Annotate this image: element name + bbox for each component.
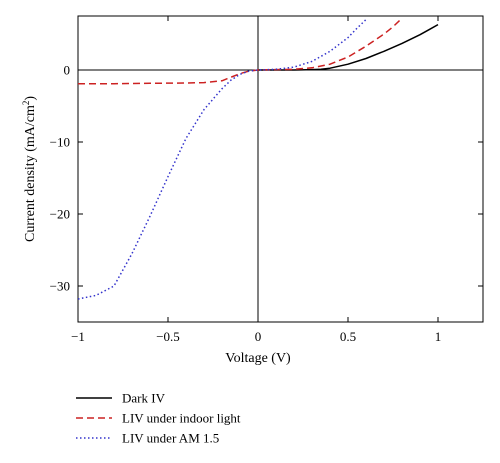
legend-label-liv-under-indoor-light: LIV under indoor light	[122, 411, 241, 426]
series-line-dark-iv	[258, 23, 439, 71]
x-tick-label: −0.5	[156, 329, 180, 344]
axis-ticks	[77, 16, 483, 322]
y-axis-label-main: Current density (mA/cm	[23, 105, 38, 242]
legend: Dark IV LIV under indoor light LIV under A…	[76, 391, 241, 446]
axis-tick-labels: −1 −0.5 0 0.5 1 0 −10 −20 −30	[50, 63, 442, 345]
y-tick-label: 0	[64, 63, 71, 78]
x-tick-label: 0.5	[340, 329, 356, 344]
zero-lines	[78, 16, 483, 322]
x-tick-label: −1	[71, 329, 85, 344]
legend-label-liv-under-am-1-5: LIV under AM 1.5	[122, 431, 219, 446]
x-tick-label: 0	[255, 329, 262, 344]
y-axis-label-tail: )	[23, 96, 38, 101]
x-axis-label: Voltage (V)	[225, 351, 291, 366]
series-line-liv-under-am-1-5	[78, 19, 367, 300]
legend-label-dark-iv: Dark IV	[122, 391, 166, 406]
series-lines	[78, 17, 439, 300]
series-line-liv-under-indoor-light	[78, 17, 403, 85]
y-axis-label-superscript: 2	[21, 101, 31, 106]
y-tick-label: −10	[50, 135, 70, 150]
y-tick-label: −30	[50, 279, 70, 294]
y-tick-label: −20	[50, 207, 70, 222]
plot-frame	[77, 15, 484, 323]
x-tick-label: 1	[435, 329, 442, 344]
y-axis-label: Current density (mA/cm2)	[21, 96, 38, 242]
